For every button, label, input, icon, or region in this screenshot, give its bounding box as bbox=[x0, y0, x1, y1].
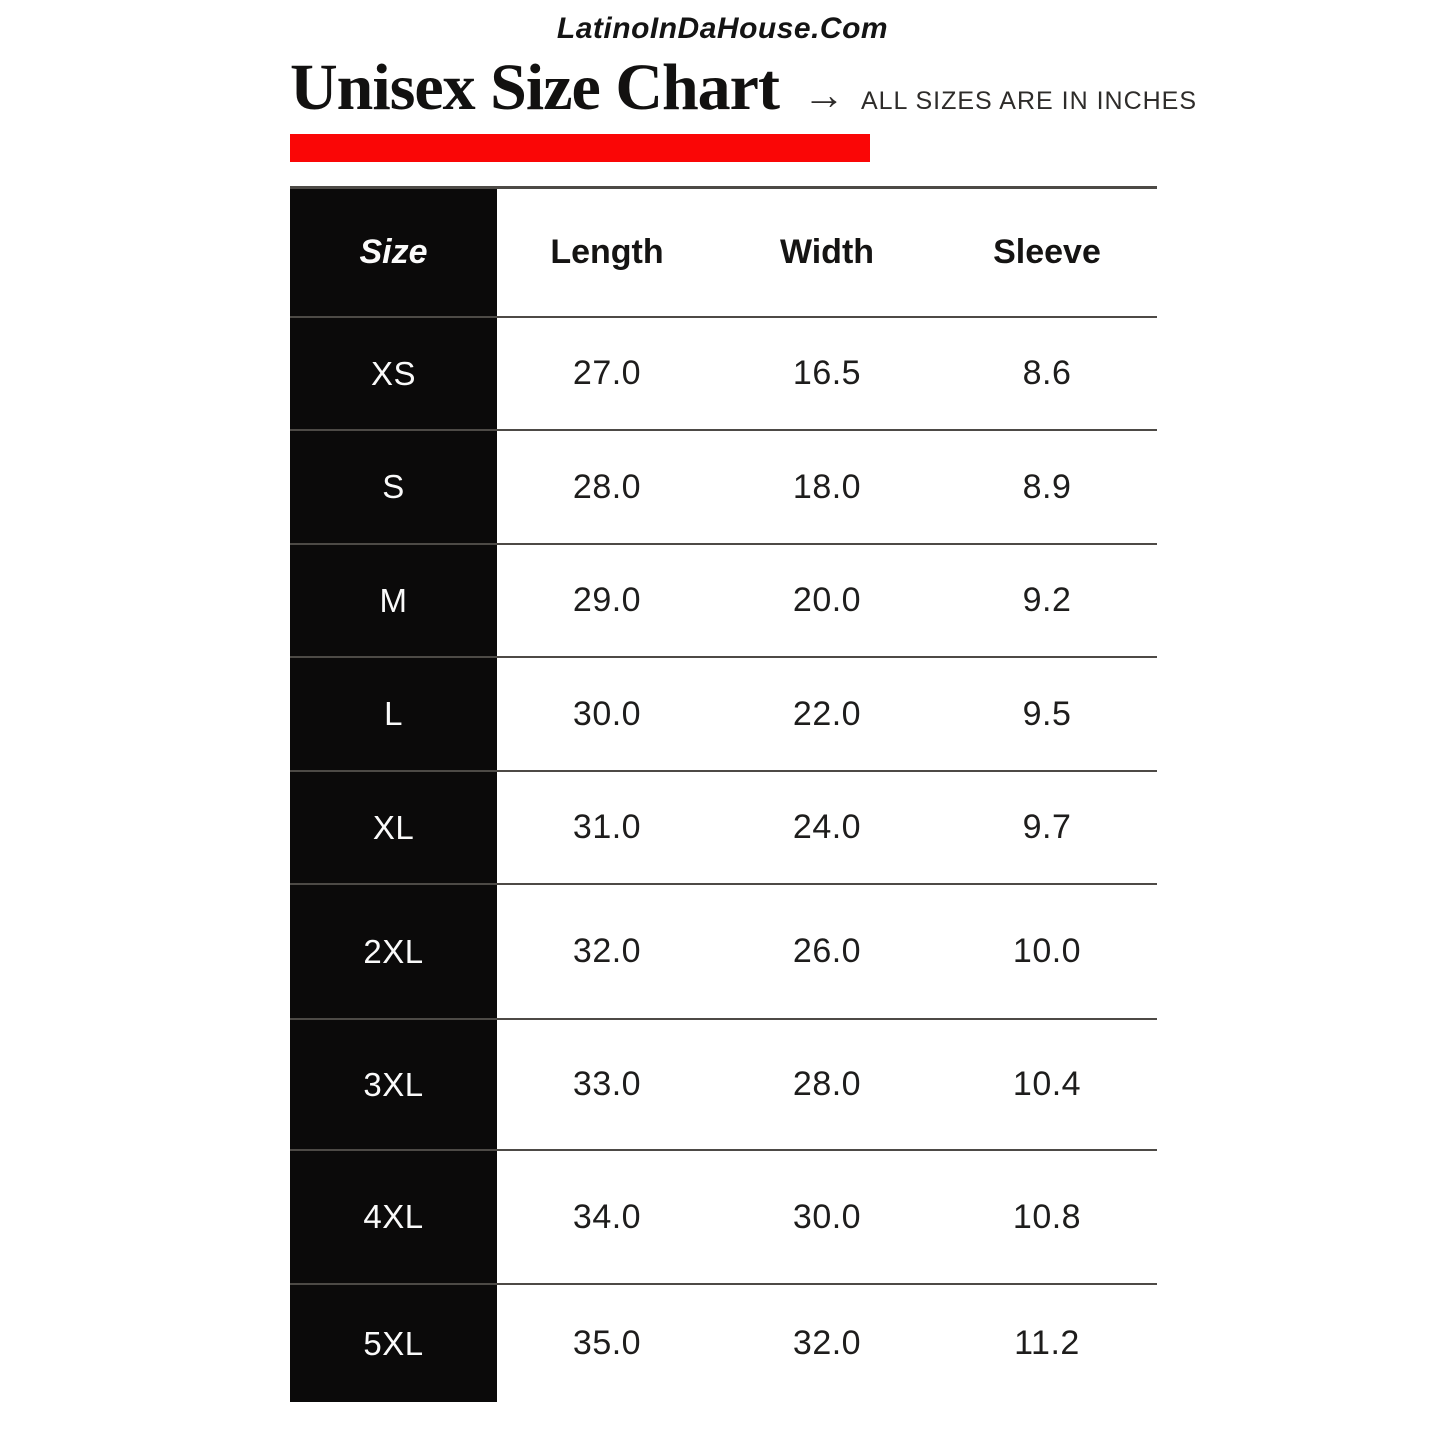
table-row-s: S 28.0 18.0 8.9 bbox=[290, 430, 1157, 545]
size-cell: L bbox=[290, 657, 497, 772]
column-header-size: Size bbox=[290, 187, 497, 318]
sleeve-cell: 10.4 bbox=[1012, 1065, 1082, 1104]
width-cell: 26.0 bbox=[792, 932, 862, 971]
table-row-5xl: 5XL 35.0 32.0 11.2 bbox=[290, 1284, 1157, 1403]
length-cell: 29.0 bbox=[572, 581, 642, 620]
site-name: LatinoInDaHouse.Com bbox=[556, 12, 889, 45]
page-title: Unisex Size Chart bbox=[290, 51, 780, 124]
table-row-4xl: 4XL 34.0 30.0 10.8 bbox=[290, 1150, 1157, 1285]
right-arrow-icon: → bbox=[802, 71, 845, 118]
width-cell: 16.5 bbox=[792, 354, 862, 393]
length-cell: 30.0 bbox=[572, 694, 642, 733]
units-note: ALL SIZES ARE IN INCHES bbox=[860, 87, 1198, 115]
width-cell: 22.0 bbox=[792, 694, 862, 733]
sleeve-cell: 8.9 bbox=[1022, 467, 1072, 506]
column-header-width: Width bbox=[779, 232, 875, 271]
table-row-m: M 29.0 20.0 9.2 bbox=[290, 544, 1157, 658]
width-cell: 32.0 bbox=[792, 1324, 862, 1363]
size-cell: XL bbox=[290, 771, 497, 885]
size-cell: M bbox=[290, 544, 497, 658]
table-header-row: Size Length Width Sleeve bbox=[290, 187, 1157, 318]
column-header-length: Length bbox=[550, 232, 664, 271]
width-cell: 30.0 bbox=[792, 1197, 862, 1236]
size-cell: 5XL bbox=[290, 1284, 497, 1403]
length-cell: 33.0 bbox=[572, 1065, 642, 1104]
sleeve-cell: 9.7 bbox=[1022, 808, 1072, 847]
table-row-xs: XS 27.0 16.5 8.6 bbox=[290, 317, 1157, 431]
sleeve-cell: 8.6 bbox=[1022, 354, 1072, 393]
size-cell: 4XL bbox=[290, 1150, 497, 1285]
size-chart-page: LatinoInDaHouse.Com Unisex Size Chart → … bbox=[290, 12, 1445, 1403]
width-cell: 24.0 bbox=[792, 808, 862, 847]
title-row: Unisex Size Chart → ALL SIZES ARE IN INC… bbox=[290, 51, 1445, 125]
width-cell: 18.0 bbox=[792, 467, 862, 506]
sleeve-cell: 10.0 bbox=[1012, 932, 1082, 971]
sleeve-cell: 11.2 bbox=[1014, 1324, 1080, 1363]
size-chart-table: Size Length Width Sleeve XS 27.0 16.5 8.… bbox=[290, 185, 1157, 1403]
size-cell: XS bbox=[290, 317, 497, 431]
table-row-2xl: 2XL 32.0 26.0 10.0 bbox=[290, 884, 1157, 1020]
length-cell: 31.0 bbox=[572, 808, 642, 847]
size-cell: 3XL bbox=[290, 1019, 497, 1151]
size-cell: 2XL bbox=[290, 884, 497, 1020]
width-cell: 20.0 bbox=[792, 581, 862, 620]
table-row-xl: XL 31.0 24.0 9.7 bbox=[290, 771, 1157, 885]
length-cell: 28.0 bbox=[572, 467, 642, 506]
size-cell: S bbox=[290, 430, 497, 545]
length-cell: 27.0 bbox=[572, 354, 642, 393]
width-cell: 28.0 bbox=[792, 1065, 862, 1104]
column-header-sleeve: Sleeve bbox=[993, 232, 1101, 271]
sleeve-cell: 9.5 bbox=[1022, 694, 1072, 733]
sleeve-cell: 10.8 bbox=[1012, 1197, 1082, 1236]
red-accent-bar bbox=[290, 133, 870, 162]
table-row-3xl: 3XL 33.0 28.0 10.4 bbox=[290, 1019, 1157, 1151]
length-cell: 32.0 bbox=[572, 932, 642, 971]
length-cell: 34.0 bbox=[572, 1197, 642, 1236]
length-cell: 35.0 bbox=[572, 1324, 642, 1363]
sleeve-cell: 9.2 bbox=[1022, 581, 1072, 620]
table-row-l: L 30.0 22.0 9.5 bbox=[290, 657, 1157, 772]
